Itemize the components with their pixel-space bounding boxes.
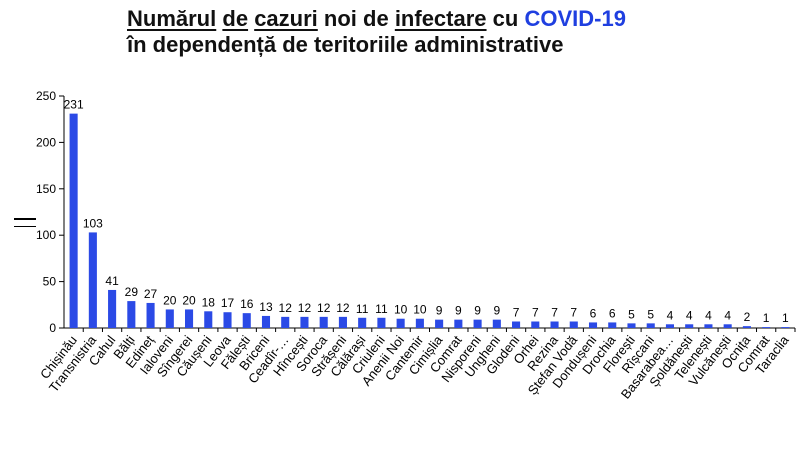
bar	[762, 327, 771, 328]
bar	[319, 316, 328, 328]
title-word: de	[222, 6, 249, 31]
bar	[223, 312, 232, 328]
title-line-1: Numărul de cazuri noi de infectare cu CO…	[127, 6, 626, 32]
bar	[608, 322, 617, 328]
data-label: 7	[532, 306, 539, 320]
data-label: 12	[279, 301, 293, 315]
title-word: cazuri	[254, 6, 318, 31]
bar	[723, 324, 732, 328]
data-label: 12	[298, 301, 312, 315]
bar	[454, 319, 463, 328]
bar	[550, 321, 559, 328]
bar	[261, 315, 271, 328]
bar	[665, 324, 675, 328]
y-axis-label-marks	[14, 218, 36, 233]
data-label: 4	[724, 308, 731, 322]
bar	[88, 232, 97, 328]
data-label: 16	[240, 297, 254, 311]
bar	[396, 318, 405, 328]
data-label: 4	[705, 308, 712, 322]
y-tick-label: 100	[36, 228, 56, 242]
bar	[184, 309, 194, 328]
bar	[646, 323, 655, 328]
data-label: 9	[455, 304, 462, 318]
bar	[627, 323, 636, 328]
data-label: 5	[647, 307, 654, 321]
data-label: 13	[259, 300, 273, 314]
data-label: 4	[667, 308, 674, 322]
title-word: infectare	[394, 6, 487, 31]
bar	[685, 324, 694, 328]
bar	[531, 321, 540, 328]
data-label: 11	[375, 302, 388, 316]
data-label: 2	[744, 310, 751, 324]
bar	[127, 301, 136, 328]
chart-title: Numărul de cazuri noi de infectare cu CO…	[127, 6, 626, 58]
data-label: 9	[493, 304, 500, 318]
y-tick-label: 200	[36, 135, 56, 149]
data-label: 12	[317, 301, 331, 315]
data-label: 12	[336, 301, 350, 315]
data-label: 5	[628, 307, 635, 321]
data-label: 9	[474, 304, 481, 318]
data-label: 9	[436, 304, 443, 318]
bar	[473, 319, 482, 328]
data-label: 20	[182, 293, 196, 307]
y-tick-label: 250	[36, 89, 56, 103]
title-word: Numărul	[127, 6, 217, 31]
data-label: 6	[609, 306, 616, 320]
data-label: 17	[221, 296, 235, 310]
y-tick-label: 150	[36, 182, 56, 196]
data-label: 1	[763, 311, 770, 325]
bar	[146, 302, 155, 328]
bar	[415, 318, 424, 328]
bar	[338, 316, 347, 328]
y-tick-label: 0	[49, 321, 56, 335]
data-label: 11	[356, 302, 369, 316]
title-word: cu	[492, 6, 519, 31]
data-label: 1	[782, 311, 789, 325]
data-label: 18	[202, 295, 216, 309]
data-label: 10	[413, 303, 427, 317]
bar	[358, 317, 367, 328]
bar	[281, 316, 290, 328]
bar	[204, 311, 213, 328]
data-label: 10	[394, 303, 408, 317]
data-label: 7	[513, 306, 520, 320]
bar	[512, 321, 521, 328]
data-label: 7	[551, 306, 558, 320]
title-line-2: în dependență de teritoriile administrat…	[127, 32, 564, 57]
bar	[242, 313, 251, 328]
data-label: 29	[125, 285, 139, 299]
title-accent: COVID-19	[524, 6, 626, 31]
bar	[69, 113, 78, 329]
title-word: noi de	[323, 6, 389, 31]
bar	[377, 317, 386, 328]
bar	[108, 289, 117, 328]
data-label: 231	[64, 98, 84, 112]
data-label: 41	[105, 274, 119, 288]
bar	[569, 321, 578, 328]
bar	[781, 327, 790, 328]
data-label: 103	[83, 216, 103, 230]
bar	[742, 326, 751, 328]
bar	[492, 319, 501, 328]
bar	[435, 319, 444, 328]
bar	[588, 322, 598, 328]
bar	[704, 324, 713, 328]
data-label: 6	[590, 306, 597, 320]
y-tick-label: 50	[43, 275, 57, 289]
data-label: 27	[144, 287, 158, 301]
bar	[165, 309, 174, 328]
bar	[300, 316, 309, 328]
data-label: 7	[570, 306, 577, 320]
data-label: 20	[163, 293, 177, 307]
data-label: 4	[686, 308, 693, 322]
